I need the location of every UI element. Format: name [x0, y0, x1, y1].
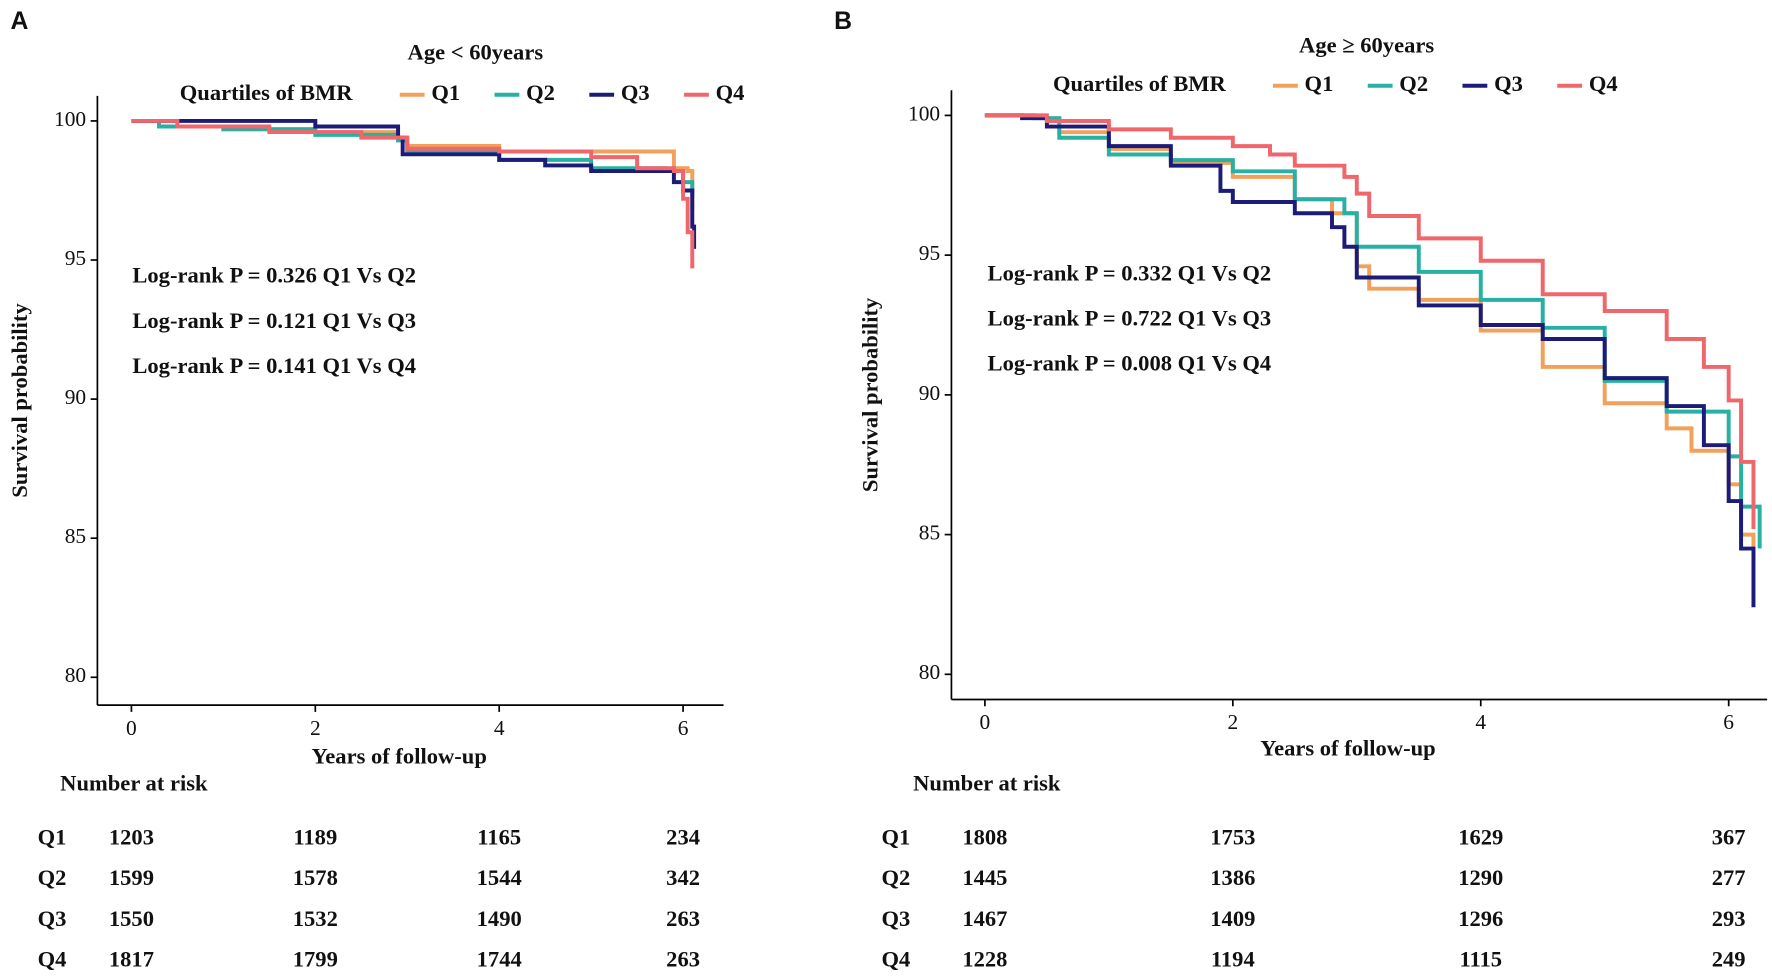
risk-count: 293 [1712, 906, 1746, 931]
risk-row-name: Q2 [38, 865, 67, 890]
legend-label: Q3 [1494, 71, 1523, 96]
risk-count: 1290 [1458, 865, 1503, 890]
y-tick-label: 90 [919, 381, 940, 405]
y-tick-label: 85 [919, 521, 940, 545]
legend-label: Q2 [1399, 71, 1428, 96]
risk-count: 1550 [109, 906, 154, 931]
log-rank-annotation: Log-rank P = 0.722 Q1 Vs Q3 [988, 306, 1272, 331]
y-tick-label: 95 [65, 246, 86, 270]
x-tick-label: 0 [126, 716, 137, 740]
y-tick-label: 95 [919, 241, 940, 265]
risk-count: 367 [1712, 825, 1746, 850]
log-rank-annotation: Log-rank P = 0.121 Q1 Vs Q3 [132, 308, 416, 333]
y-tick-label: 85 [65, 524, 86, 548]
log-rank-annotation: Log-rank P = 0.141 Q1 Vs Q4 [132, 353, 416, 378]
log-rank-annotation: Log-rank P = 0.008 Q1 Vs Q4 [988, 351, 1272, 376]
y-tick-label: 100 [54, 107, 86, 131]
x-axis-label: Years of follow-up [1260, 735, 1435, 760]
survival-curve [984, 113, 1756, 530]
risk-row-name: Q2 [881, 865, 910, 890]
chart-title: Age < 60years [408, 39, 544, 64]
risk-table-title: Number at risk [60, 770, 208, 795]
legend-title: Quartiles of BMR [180, 80, 354, 105]
risk-count: 1386 [1210, 865, 1255, 890]
risk-count: 1490 [477, 906, 522, 931]
risk-row-name: Q4 [881, 946, 910, 971]
survival-curve [984, 113, 1756, 557]
risk-count: 1467 [962, 906, 1007, 931]
risk-count: 1544 [477, 865, 522, 890]
x-tick-label: 2 [1227, 710, 1238, 734]
risk-count: 249 [1712, 946, 1746, 971]
y-axis-label: Survival probability [7, 303, 32, 498]
risk-count: 1194 [1211, 946, 1255, 971]
x-tick-label: 4 [1475, 710, 1486, 734]
x-axis-label: Years of follow-up [312, 743, 487, 768]
panel-label: A [11, 8, 29, 35]
y-tick-label: 80 [919, 660, 940, 684]
risk-count: 1629 [1458, 825, 1503, 850]
legend-label: Q1 [1305, 71, 1334, 96]
x-tick-label: 2 [310, 716, 321, 740]
log-rank-annotation: Log-rank P = 0.326 Q1 Vs Q2 [132, 263, 416, 288]
panel-label: B [834, 8, 852, 35]
survival-curve [131, 118, 697, 249]
risk-row-name: Q1 [38, 825, 67, 850]
risk-count: 1115 [1459, 946, 1502, 971]
legend-title: Quartiles of BMR [1053, 71, 1227, 96]
legend-label: Q4 [716, 80, 745, 105]
risk-count: 1532 [293, 906, 338, 931]
risk-count: 1409 [1210, 906, 1255, 931]
chart-title: Age ≥ 60years [1299, 33, 1434, 58]
survival-curve [984, 113, 1762, 549]
risk-count: 263 [666, 906, 700, 931]
survival-curve [984, 113, 1756, 608]
x-tick-label: 6 [1723, 710, 1734, 734]
log-rank-annotation: Log-rank P = 0.332 Q1 Vs Q2 [988, 260, 1272, 285]
risk-count: 234 [666, 825, 700, 850]
risk-count: 263 [666, 946, 700, 971]
y-axis-label: Survival probability [858, 297, 883, 492]
risk-row-name: Q3 [38, 906, 67, 931]
y-tick-label: 80 [65, 663, 86, 687]
risk-count: 1189 [293, 825, 337, 850]
risk-count: 1744 [477, 946, 522, 971]
risk-row-name: Q3 [881, 906, 910, 931]
risk-count: 1296 [1458, 906, 1503, 931]
risk-count: 1203 [109, 825, 154, 850]
y-tick-label: 100 [908, 101, 940, 125]
risk-count: 1817 [109, 946, 154, 971]
legend-label: Q3 [621, 80, 650, 105]
risk-count: 1808 [962, 825, 1007, 850]
risk-row-name: Q1 [881, 825, 910, 850]
risk-row-name: Q4 [38, 946, 67, 971]
legend-label: Q1 [431, 80, 460, 105]
x-tick-label: 4 [494, 716, 505, 740]
risk-count: 1445 [962, 865, 1007, 890]
risk-count: 1799 [293, 946, 338, 971]
survival-curve [131, 118, 695, 269]
x-tick-label: 0 [980, 710, 991, 734]
risk-count: 1599 [109, 865, 154, 890]
risk-count: 1228 [962, 946, 1007, 971]
x-tick-label: 6 [678, 716, 689, 740]
legend-label: Q2 [526, 80, 555, 105]
risk-count: 1578 [293, 865, 338, 890]
risk-count: 342 [666, 865, 700, 890]
risk-count: 277 [1712, 865, 1746, 890]
risk-count: 1753 [1210, 825, 1255, 850]
legend-label: Q4 [1589, 71, 1618, 96]
risk-table-title: Number at risk [913, 770, 1061, 795]
risk-count: 1165 [477, 825, 521, 850]
y-tick-label: 90 [65, 385, 86, 409]
survival-curve [131, 118, 695, 210]
